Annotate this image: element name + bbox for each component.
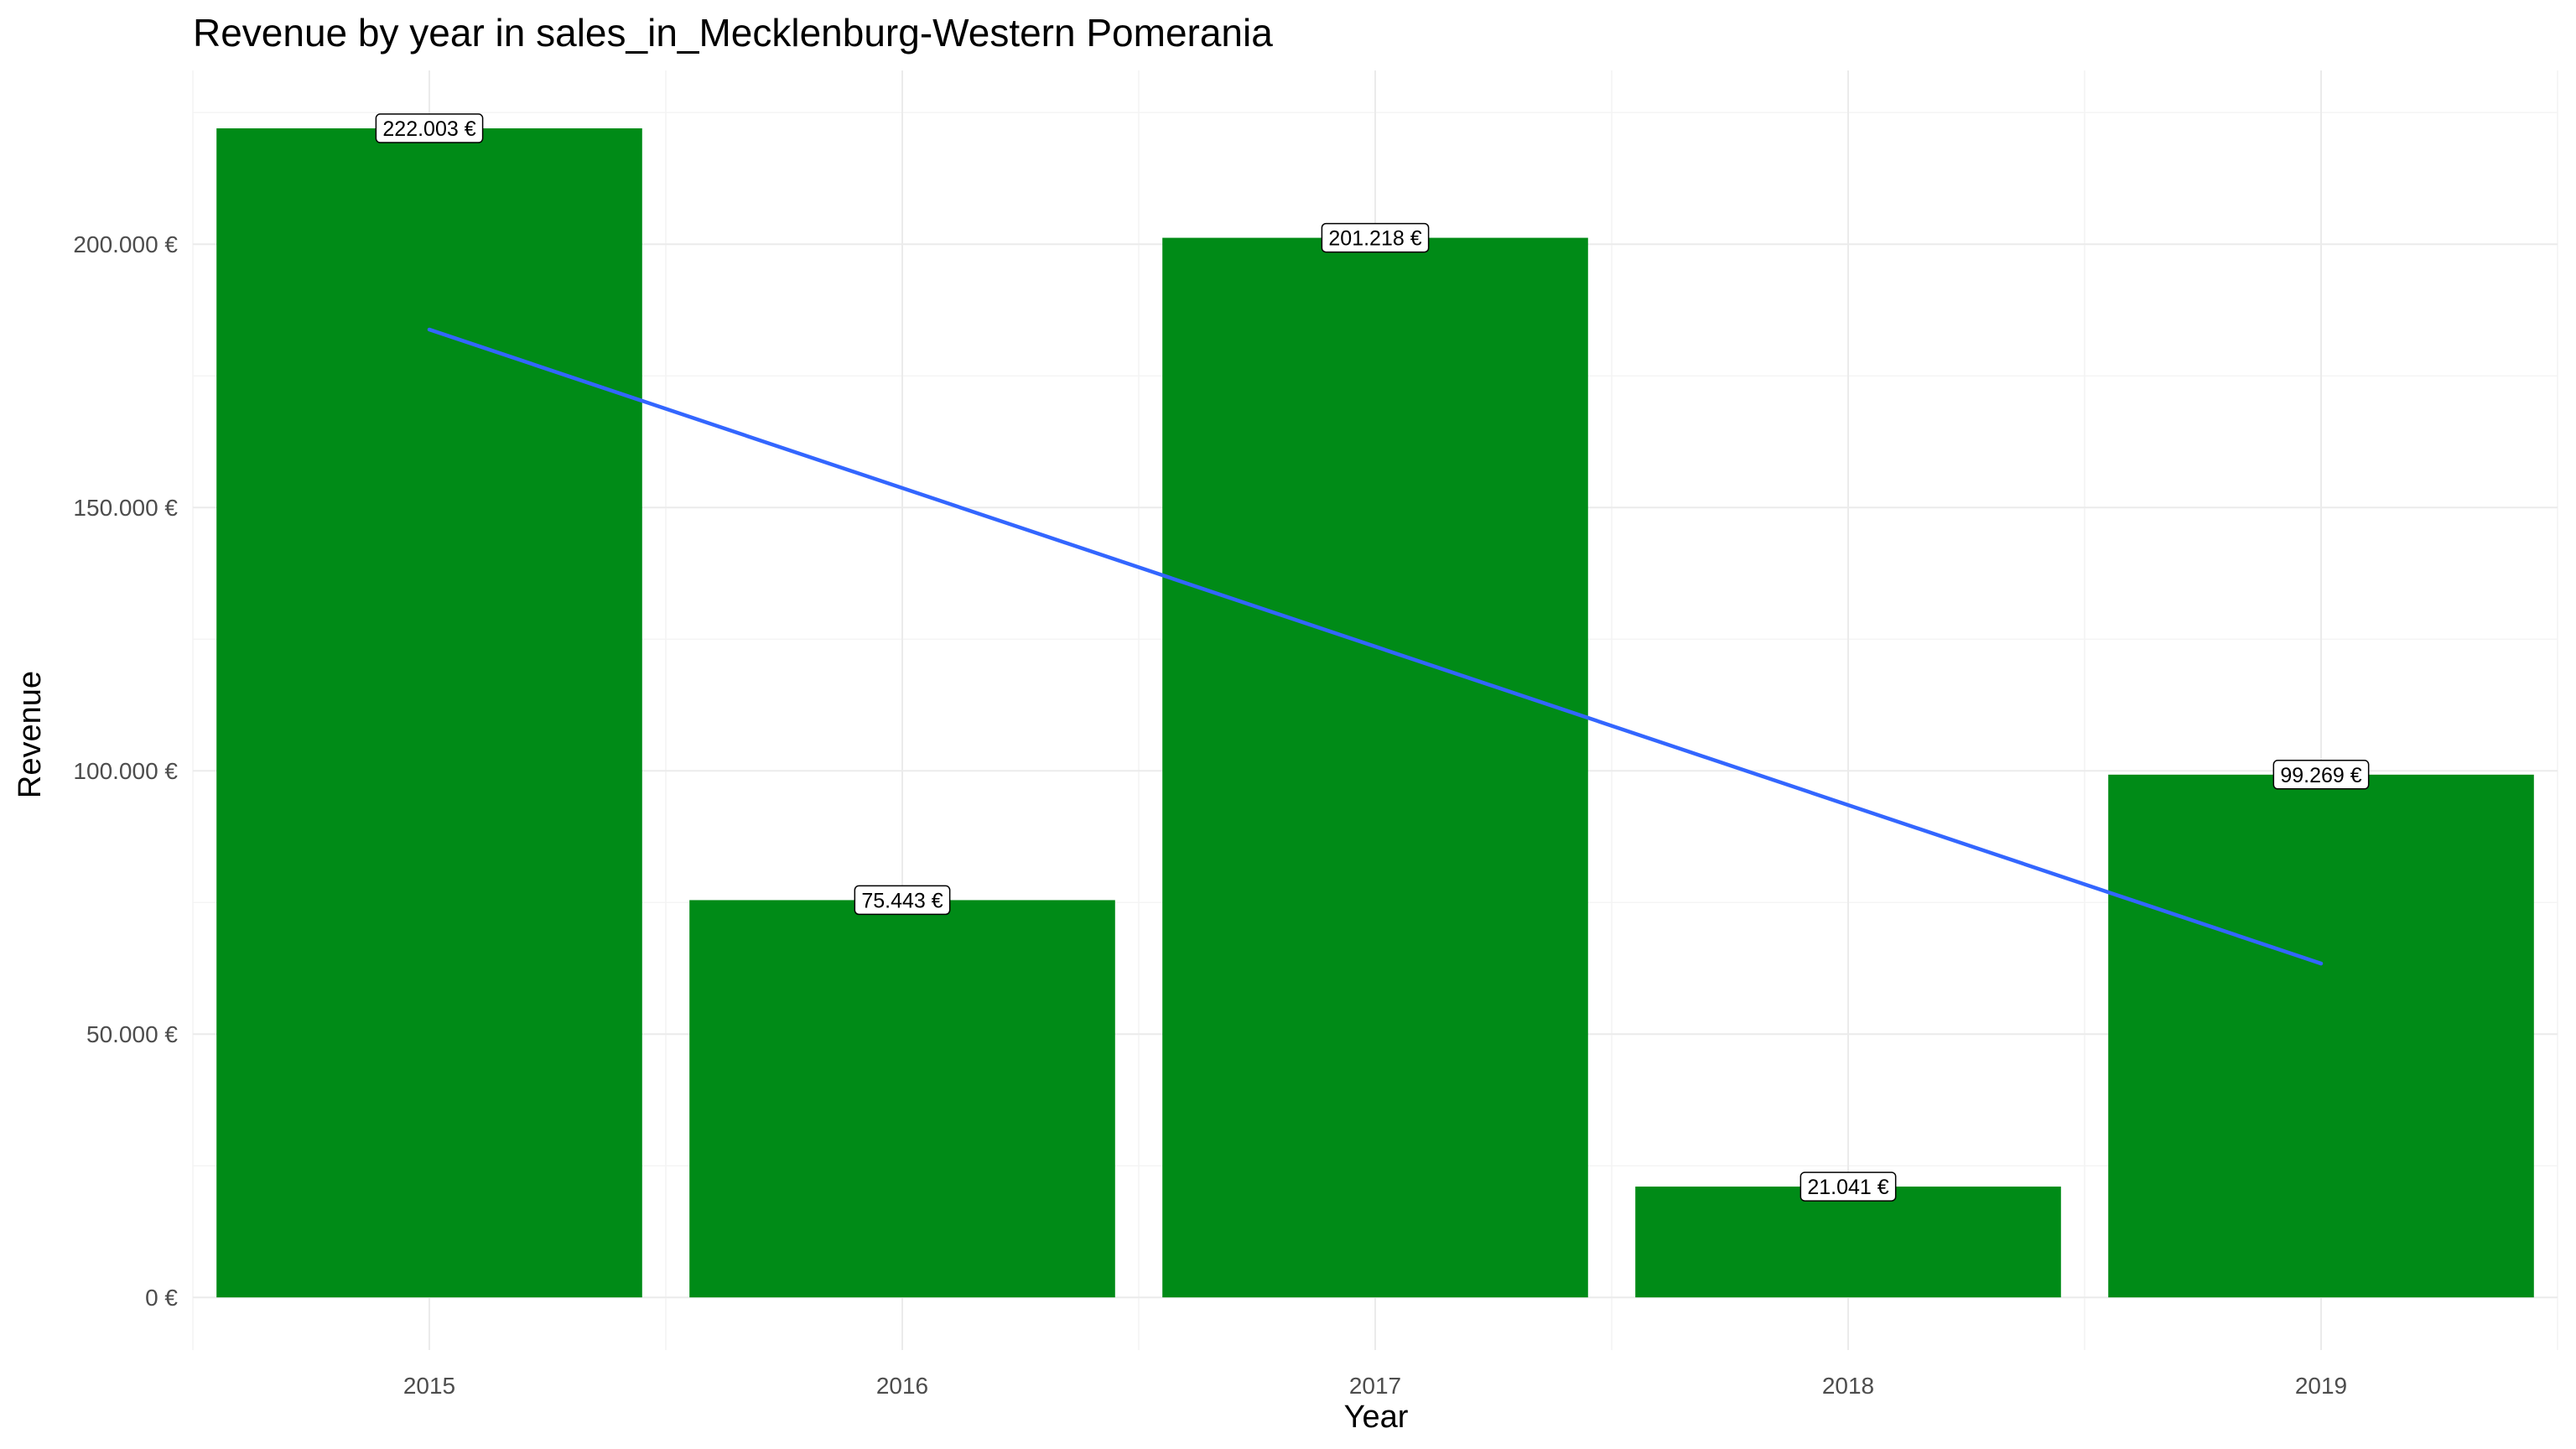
x-axis-title: Year <box>1344 1400 1409 1435</box>
bars <box>216 128 2534 1298</box>
data-label-box <box>1800 1171 1897 1202</box>
data-label-text: 75.443 € <box>861 889 943 912</box>
x-tick-label: 2015 <box>403 1373 455 1399</box>
data-labels: 222.003 € 75.443 € 201.218 € 21.041 € 99.269… <box>375 113 2370 1202</box>
x-tick-label: 2019 <box>2295 1373 2347 1399</box>
trend-line <box>427 327 2324 966</box>
bar-2019 <box>2108 774 2534 1298</box>
y-axis-title: Revenue <box>13 671 48 798</box>
data-label-2017: 201.218 € <box>1321 222 1430 253</box>
bar-2017 <box>1162 237 1588 1298</box>
y-tick-label: 0 € <box>145 1285 178 1311</box>
data-label-box <box>375 113 484 143</box>
x-tick-label: 2018 <box>1822 1373 1874 1399</box>
data-label-2018: 21.041 € <box>1800 1171 1897 1202</box>
trend-line-group <box>427 327 2324 966</box>
y-axis-ticks: 0 € 50.000 € 100.000 € 150.000 € 200.000 € <box>73 231 178 1311</box>
bar-2018 <box>1635 1187 2061 1298</box>
data-label-2015: 222.003 € <box>375 113 484 143</box>
data-label-box <box>854 885 951 916</box>
bar-2015 <box>216 128 642 1298</box>
data-label-box <box>2272 760 2370 790</box>
x-tick-label: 2016 <box>876 1373 928 1399</box>
chart-title: Revenue by year in sales_in_Mecklenburg-… <box>193 11 1273 55</box>
y-tick-label: 100.000 € <box>73 758 178 784</box>
x-tick-label: 2017 <box>1349 1373 1401 1399</box>
data-label-2019: 99.269 € <box>2272 760 2370 790</box>
data-label-text: 99.269 € <box>2280 764 2361 787</box>
data-label-text: 201.218 € <box>1328 227 1421 251</box>
y-tick-label: 50.000 € <box>86 1021 178 1047</box>
bar-2016 <box>689 900 1115 1298</box>
data-label-2016: 75.443 € <box>854 885 951 916</box>
y-tick-label: 150.000 € <box>73 495 178 521</box>
x-axis-ticks: 2015 2016 2017 2018 2019 <box>403 1373 2347 1399</box>
data-label-text: 222.003 € <box>382 117 475 141</box>
y-tick-label: 200.000 € <box>73 231 178 257</box>
data-label-box <box>1321 222 1430 253</box>
data-label-text: 21.041 € <box>1807 1176 1888 1199</box>
